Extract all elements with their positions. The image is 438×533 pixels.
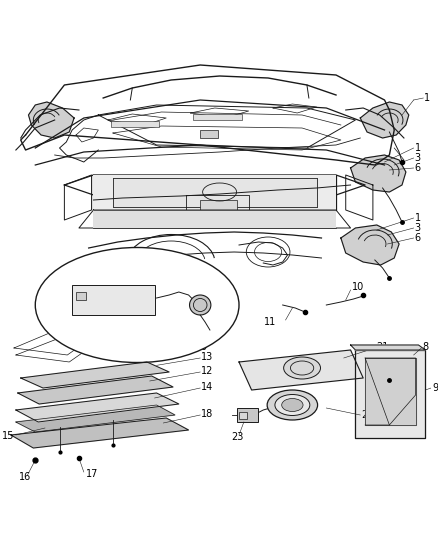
Bar [194, 114, 242, 120]
Text: 7: 7 [207, 313, 213, 323]
Polygon shape [360, 102, 409, 138]
Ellipse shape [284, 357, 321, 379]
Text: 10: 10 [352, 282, 364, 292]
Bar [113, 178, 317, 207]
Polygon shape [355, 350, 425, 438]
Text: 12: 12 [201, 366, 214, 376]
Ellipse shape [35, 247, 239, 362]
Bar [111, 121, 159, 127]
Ellipse shape [267, 390, 318, 420]
Polygon shape [239, 350, 363, 390]
Polygon shape [21, 362, 169, 388]
Text: 21: 21 [376, 342, 388, 352]
Bar [200, 200, 237, 212]
Text: 3: 3 [415, 223, 421, 233]
Text: 17: 17 [86, 469, 98, 479]
Text: 3: 3 [415, 153, 421, 163]
Bar [72, 285, 155, 315]
Polygon shape [341, 225, 399, 265]
Bar [176, 278, 189, 298]
Ellipse shape [190, 295, 211, 315]
Bar [200, 130, 218, 138]
Text: 9: 9 [432, 383, 438, 393]
Bar [93, 210, 336, 228]
Text: 6: 6 [415, 163, 421, 173]
Text: 14: 14 [201, 382, 213, 392]
Text: 1: 1 [415, 143, 421, 153]
Ellipse shape [275, 394, 310, 416]
Polygon shape [350, 345, 425, 350]
Polygon shape [350, 155, 406, 192]
Polygon shape [18, 376, 173, 404]
Bar [237, 408, 258, 422]
Polygon shape [16, 405, 175, 432]
Text: 11: 11 [264, 317, 276, 327]
Text: 22: 22 [361, 410, 374, 420]
Polygon shape [28, 102, 74, 138]
Text: 1: 1 [424, 93, 431, 103]
Text: 18: 18 [201, 409, 213, 419]
Text: 8: 8 [422, 342, 428, 352]
Text: 1: 1 [415, 213, 421, 223]
Polygon shape [365, 358, 416, 425]
Text: 6: 6 [415, 233, 421, 243]
Text: 15: 15 [2, 431, 14, 441]
Text: 13: 13 [201, 352, 213, 362]
Polygon shape [16, 393, 179, 422]
Ellipse shape [282, 399, 303, 411]
Polygon shape [11, 418, 189, 448]
Text: 16: 16 [19, 472, 32, 482]
Bar [239, 412, 247, 419]
Text: 23: 23 [231, 432, 243, 442]
Bar [76, 292, 86, 300]
Bar [93, 175, 336, 210]
Text: 19: 19 [196, 342, 208, 352]
